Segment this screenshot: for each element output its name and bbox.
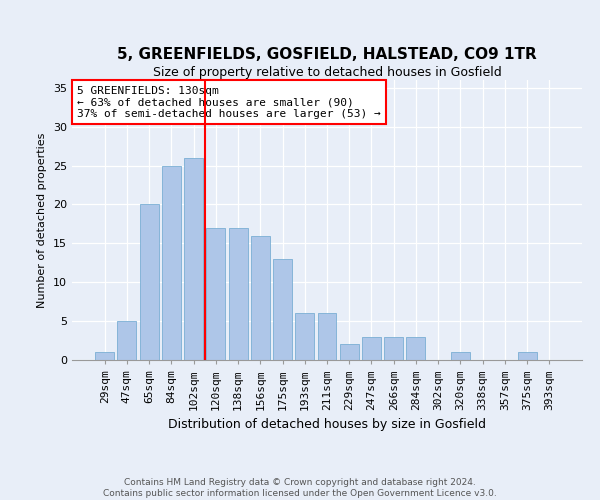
Bar — [451, 352, 470, 360]
Bar — [317, 314, 337, 360]
Bar — [95, 352, 114, 360]
Bar — [206, 228, 225, 360]
Bar — [140, 204, 158, 360]
Text: 5 GREENFIELDS: 130sqm
← 63% of detached houses are smaller (90)
37% of semi-deta: 5 GREENFIELDS: 130sqm ← 63% of detached … — [77, 86, 381, 119]
Bar — [162, 166, 181, 360]
Bar — [229, 228, 248, 360]
Text: Contains HM Land Registry data © Crown copyright and database right 2024.
Contai: Contains HM Land Registry data © Crown c… — [103, 478, 497, 498]
Y-axis label: Number of detached properties: Number of detached properties — [37, 132, 47, 308]
Bar — [518, 352, 536, 360]
Bar — [340, 344, 359, 360]
Bar — [251, 236, 270, 360]
Bar — [295, 314, 314, 360]
X-axis label: Distribution of detached houses by size in Gosfield: Distribution of detached houses by size … — [168, 418, 486, 431]
Bar — [406, 336, 425, 360]
Text: 5, GREENFIELDS, GOSFIELD, HALSTEAD, CO9 1TR: 5, GREENFIELDS, GOSFIELD, HALSTEAD, CO9 … — [117, 47, 537, 62]
Bar — [362, 336, 381, 360]
Bar — [384, 336, 403, 360]
Bar — [184, 158, 203, 360]
Bar — [118, 321, 136, 360]
Title: Size of property relative to detached houses in Gosfield: Size of property relative to detached ho… — [152, 66, 502, 79]
Bar — [273, 259, 292, 360]
